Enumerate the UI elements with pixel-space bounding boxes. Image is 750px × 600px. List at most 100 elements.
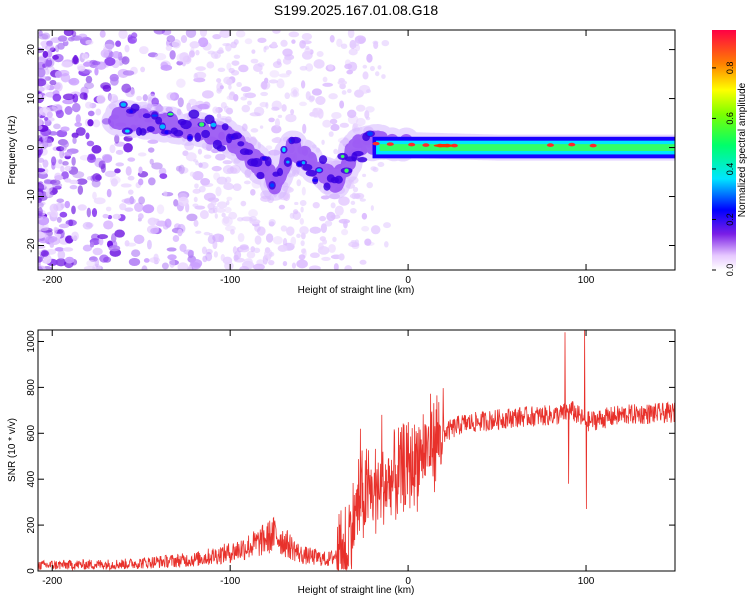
heatmap-noise-blob [54, 185, 62, 190]
heatmap-ridge-core [151, 114, 158, 117]
heatmap-noise-blob [97, 234, 109, 240]
heatmap-noise-blob [114, 134, 120, 144]
snr-ylabel: SNR (10 * v/v) [7, 418, 18, 482]
heatmap-noise-blob [193, 72, 198, 80]
heatmap-ridge-blob [231, 132, 243, 140]
heatmap-noise-blob [112, 213, 122, 220]
heatmap-noise-blob [147, 52, 159, 58]
heatmap-noise-blob [260, 91, 269, 97]
heatmap-ridge-core [167, 112, 174, 116]
heatmap-noise-blob [125, 166, 132, 176]
heatmap-noise-blob [148, 177, 156, 186]
heatmap-noise-blob [57, 250, 66, 260]
heatmap-noise-blob [300, 80, 306, 89]
heatmap-noise-blob [121, 83, 132, 93]
heatmap-noise-blob [84, 82, 95, 90]
heatmap-noise-blob [64, 200, 71, 209]
heatmap-hotspot [408, 142, 416, 147]
heatmap-noise-blob [203, 231, 211, 236]
heatmap-noise-blob [166, 35, 176, 43]
heatmap-noise-blob [57, 35, 68, 42]
heatmap-noise-blob [346, 88, 352, 94]
heatmap-noise-blob [290, 87, 299, 95]
heatmap-noise-blob [58, 223, 70, 229]
heatmap-noise-blob [118, 30, 128, 39]
heatmap-noise-blob [56, 146, 65, 152]
heatmap-noise-blob [53, 226, 58, 234]
heatmap-noise-blob [96, 94, 106, 104]
heatmap-noise-blob [149, 158, 154, 165]
heatmap-noise-blob [299, 39, 306, 49]
heatmap-ridge-blob [334, 175, 343, 184]
heatmap-noise-blob [355, 104, 366, 112]
heatmap-noise-blob [222, 256, 233, 265]
heatmap-noise-blob [102, 213, 109, 219]
heatmap-noise-blob [354, 239, 359, 245]
heatmap-ridge-blob [244, 149, 253, 155]
heatmap-noise-blob [290, 236, 297, 246]
heatmap-noise-blob [278, 73, 291, 78]
heatmap-noise-blob [263, 46, 267, 53]
heatmap-noise-blob [114, 229, 125, 238]
heatmap-noise-blob [222, 216, 230, 224]
heatmap-noise-blob [319, 236, 326, 242]
heatmap-noise-blob [215, 186, 222, 197]
heatmap-noise-blob [299, 101, 307, 107]
heatmap-noise-blob [109, 73, 119, 82]
heatmap-noise-blob [285, 113, 297, 123]
heatmap-noise-blob [100, 49, 110, 58]
heatmap-noise-blob [348, 48, 358, 56]
heatmap-noise-blob [381, 74, 386, 79]
heatmap-noise-blob [197, 148, 203, 155]
heatmap-noise-blob [86, 140, 95, 147]
heatmap-noise-blob [183, 249, 195, 255]
heatmap-noise-blob [216, 88, 222, 94]
heatmap-noise-blob [361, 212, 368, 220]
heatmap-noise-blob [222, 160, 233, 165]
heatmap-noise-blob [60, 144, 67, 152]
heatmap-noise-blob [213, 251, 218, 258]
heatmap-noise-blob [79, 92, 88, 100]
heatmap-ridge-core [159, 124, 166, 130]
heatmap-noise-blob [139, 46, 149, 55]
heatmap-noise-blob [176, 52, 188, 63]
heatmap-noise-blob [180, 35, 188, 44]
heatmap-noise-blob [62, 93, 75, 101]
heatmap-noise-blob [42, 159, 49, 168]
heatmap-noise-blob [192, 188, 201, 194]
heatmap-noise-blob [309, 265, 321, 270]
heatmap-noise-blob [284, 92, 291, 100]
heatmap-noise-blob [265, 233, 274, 243]
heatmap-noise-blob [362, 71, 369, 80]
heatmap-noise-blob [160, 64, 173, 71]
heatmap-noise-blob [304, 47, 312, 55]
heatmap-noise-blob [211, 165, 222, 172]
heatmap-noise-blob [153, 30, 166, 35]
heatmap-noise-blob [104, 170, 117, 178]
heatmap-noise-blob [95, 174, 103, 181]
heatmap-noise-blob [223, 182, 234, 191]
heatmap-noise-blob [365, 116, 371, 121]
heatmap-noise-blob [333, 263, 339, 270]
heatmap-noise-blob [38, 226, 49, 232]
heatmap-noise-blob [177, 228, 183, 237]
heatmap-noise-blob [328, 131, 334, 137]
heatmap-noise-blob [319, 215, 327, 222]
heatmap-noise-blob [109, 176, 121, 185]
heatmap-noise-blob [300, 240, 305, 247]
heatmap-noise-blob [280, 39, 288, 47]
heatmap-noise-blob [271, 125, 282, 134]
heatmap-noise-blob [127, 157, 136, 162]
heatmap-noise-blob [92, 247, 103, 256]
heatmap-noise-blob [372, 40, 379, 45]
heatmap-noise-blob [280, 225, 288, 232]
heatmap-noise-blob [188, 50, 195, 58]
heatmap-noise-blob [189, 171, 195, 177]
heatmap-noise-blob [179, 167, 189, 174]
heatmap-ridge-blob [221, 123, 229, 131]
heatmap-noise-blob [38, 78, 47, 87]
heatmap-noise-blob [224, 206, 232, 214]
heatmap-noise-blob [236, 81, 242, 88]
heatmap-noise-blob [55, 44, 60, 53]
heatmap-noise-blob [244, 38, 253, 45]
